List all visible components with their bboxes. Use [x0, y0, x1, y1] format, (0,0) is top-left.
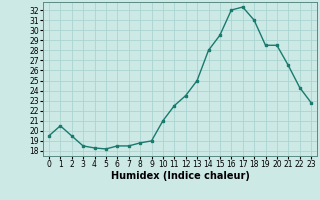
X-axis label: Humidex (Indice chaleur): Humidex (Indice chaleur): [111, 171, 249, 181]
